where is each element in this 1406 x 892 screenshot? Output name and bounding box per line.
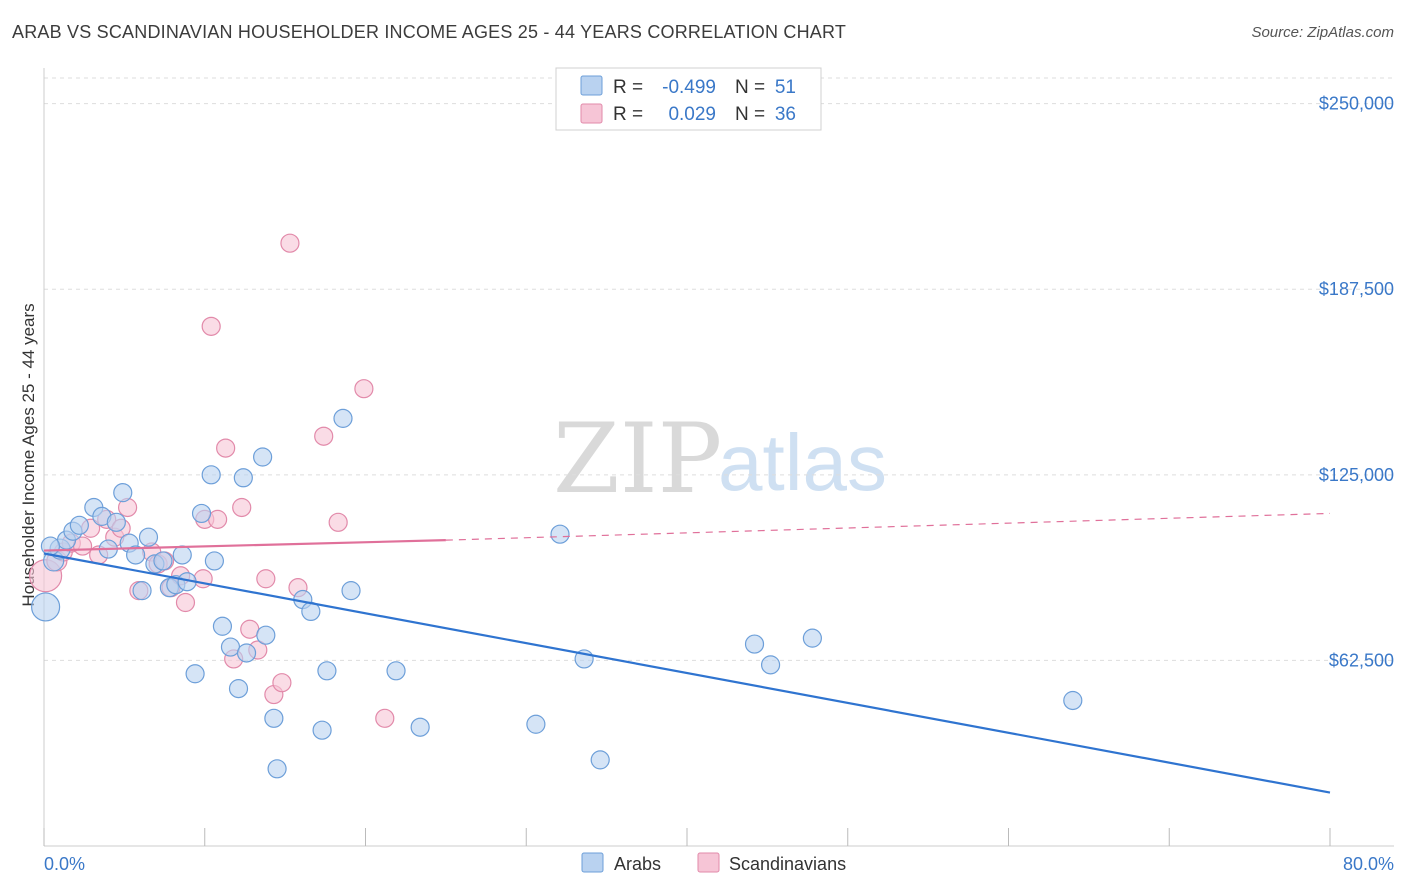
y-axis-label: Householder Income Ages 25 - 44 years bbox=[19, 303, 38, 606]
arab-trend-line bbox=[43, 552, 1331, 794]
scandinavian-point-22 bbox=[216, 438, 236, 458]
y-tick-label-2: $187,500 bbox=[1319, 279, 1394, 299]
scandinavian-point-34 bbox=[354, 379, 374, 399]
y-tick-label-3: $250,000 bbox=[1319, 94, 1394, 114]
arab-point-21 bbox=[185, 664, 205, 684]
arab-point-40 bbox=[386, 661, 406, 681]
arab-point-24 bbox=[204, 551, 224, 571]
arab-point-41 bbox=[410, 717, 430, 737]
bottom-legend-label-arabs: Arabs bbox=[614, 854, 661, 874]
arab-point-14 bbox=[138, 527, 159, 547]
arab-point-31 bbox=[256, 625, 276, 645]
scandinavian-point-29 bbox=[272, 673, 292, 693]
legend: R = -0.499 N = 51 R = 0.029 N = 36 bbox=[555, 67, 822, 131]
watermark: ZIP atlas bbox=[553, 403, 887, 515]
scandinavian-point-25 bbox=[240, 619, 260, 639]
legend-n-value-arabs: 51 bbox=[775, 77, 796, 98]
scandinavian-point-30 bbox=[280, 233, 300, 253]
arab-point-38 bbox=[333, 408, 353, 428]
arab-point-30 bbox=[253, 447, 273, 467]
arab-point-16 bbox=[153, 551, 173, 571]
legend-swatch-arabs bbox=[580, 75, 603, 96]
legend-r-label-arabs: R = bbox=[613, 77, 643, 98]
gridlines bbox=[44, 77, 1394, 661]
arab-point-33 bbox=[267, 759, 287, 779]
legend-n-label-scandinavians: N = bbox=[735, 104, 765, 125]
arab-point-45 bbox=[590, 750, 610, 770]
arab-point-0 bbox=[31, 592, 61, 622]
watermark-atlas: atlas bbox=[718, 418, 887, 507]
scandinavian-point-17 bbox=[175, 592, 196, 613]
scandinavian-point-32 bbox=[314, 426, 334, 446]
arab-point-10 bbox=[113, 483, 133, 503]
arab-point-12 bbox=[126, 545, 146, 565]
bottom-legend-swatch-scandinavians bbox=[697, 852, 720, 873]
arab-point-39 bbox=[341, 581, 361, 601]
legend-swatch-scandinavians bbox=[580, 103, 603, 124]
arab-point-43 bbox=[550, 524, 570, 544]
arab-point-22 bbox=[191, 503, 212, 524]
arab-point-46 bbox=[744, 634, 765, 654]
scandinavian-point-27 bbox=[256, 569, 276, 589]
arab-point-26 bbox=[220, 637, 241, 657]
scandinavian-point-35 bbox=[375, 708, 395, 728]
arab-point-23 bbox=[201, 465, 221, 485]
x-tick-label-min: 0.0% bbox=[44, 854, 85, 874]
data-points bbox=[29, 233, 1083, 779]
scandinavian-point-33 bbox=[328, 512, 348, 532]
y-tick-label-1: $125,000 bbox=[1319, 465, 1394, 485]
legend-r-value-arabs: -0.499 bbox=[662, 77, 716, 98]
scandinavian-point-21 bbox=[208, 509, 228, 529]
bottom-legend-label-scandinavians: Scandinavians bbox=[729, 854, 846, 874]
scandinavian-trend-line bbox=[43, 539, 446, 552]
watermark-zip: ZIP bbox=[553, 403, 722, 515]
arab-point-28 bbox=[233, 468, 253, 488]
scandinavian-point-24 bbox=[232, 497, 252, 518]
chart-title: ARAB VS SCANDINAVIAN HOUSEHOLDER INCOME … bbox=[12, 22, 847, 42]
arab-point-37 bbox=[317, 661, 337, 681]
x-tick-label-max: 80.0% bbox=[1343, 854, 1394, 874]
arab-point-36 bbox=[312, 720, 332, 740]
arab-point-49 bbox=[1063, 690, 1083, 711]
arab-point-42 bbox=[526, 714, 546, 734]
bottom-legend-swatch-arabs bbox=[581, 852, 604, 873]
arab-point-13 bbox=[132, 581, 152, 601]
arab-point-50 bbox=[40, 536, 61, 556]
legend-r-value-scandinavians: 0.029 bbox=[668, 104, 716, 125]
y-tick-label-0: $62,500 bbox=[1329, 650, 1394, 670]
arab-point-19 bbox=[172, 545, 192, 565]
arab-point-48 bbox=[802, 628, 822, 648]
arab-point-47 bbox=[760, 655, 781, 675]
y-tick-labels: $62,500 $125,000 $187,500 $250,000 bbox=[1319, 94, 1394, 671]
arab-point-32 bbox=[264, 708, 284, 728]
legend-r-label-scandinavians: R = bbox=[613, 104, 643, 125]
chart-source: Source: ZipAtlas.com bbox=[1251, 24, 1394, 41]
scandinavian-trend-extension bbox=[445, 512, 1331, 541]
arab-point-5 bbox=[69, 515, 89, 535]
legend-n-label-arabs: N = bbox=[735, 77, 765, 98]
arab-point-29 bbox=[236, 643, 257, 663]
trend-lines bbox=[43, 512, 1331, 794]
bottom-legend: Arabs Scandinavians bbox=[581, 852, 846, 874]
arab-point-27 bbox=[228, 679, 249, 699]
arab-point-25 bbox=[212, 616, 233, 636]
arab-point-8 bbox=[106, 512, 126, 532]
legend-n-value-scandinavians: 36 bbox=[775, 104, 796, 125]
x-ticks bbox=[43, 828, 1331, 846]
scandinavian-point-20 bbox=[201, 316, 221, 336]
